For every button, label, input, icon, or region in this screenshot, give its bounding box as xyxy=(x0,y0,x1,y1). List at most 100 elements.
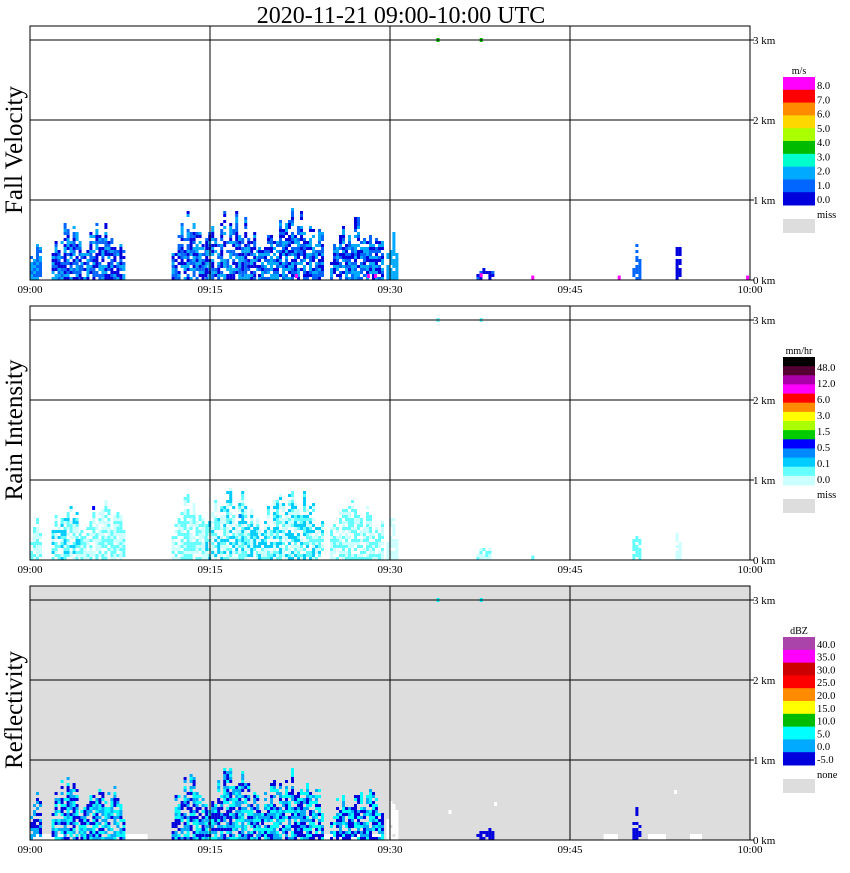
echo-cell xyxy=(211,527,215,530)
echo-cell xyxy=(267,536,270,539)
echo-cell xyxy=(270,542,273,545)
echo-cell xyxy=(217,780,221,783)
echo-cell xyxy=(183,551,187,554)
echo-cell xyxy=(635,265,639,268)
echo-cell xyxy=(72,271,76,274)
echo-cell xyxy=(321,244,324,247)
echo-cell xyxy=(54,819,58,822)
echo-cell xyxy=(256,524,260,527)
echo-cell xyxy=(60,536,64,539)
echo-cell xyxy=(273,515,276,518)
echo-cell xyxy=(336,807,339,810)
echo-cell xyxy=(276,789,279,792)
echo-cell xyxy=(389,813,393,816)
echo-cell xyxy=(276,262,279,265)
echo-cell xyxy=(282,524,285,527)
echo-cell xyxy=(92,241,96,244)
echo-cell xyxy=(75,232,79,235)
echo-cell xyxy=(372,247,375,250)
echo-cell xyxy=(300,792,303,795)
echo-cell xyxy=(180,831,184,834)
echo-cell xyxy=(60,786,64,789)
echo-cell xyxy=(189,268,193,271)
echo-cell xyxy=(205,244,209,247)
echo-cell xyxy=(247,810,251,813)
echo-cell xyxy=(250,551,254,554)
echo-cell xyxy=(223,262,227,265)
echo-cell xyxy=(312,268,315,271)
echo-cell xyxy=(291,795,294,798)
echo-cell xyxy=(183,238,187,241)
echo-cell xyxy=(171,837,175,840)
echo-cell xyxy=(189,786,193,789)
echo-cell xyxy=(101,542,105,545)
echo-cell xyxy=(279,834,282,837)
echo-cell xyxy=(339,518,342,521)
echo-cell xyxy=(309,253,312,256)
echo-cell xyxy=(482,268,486,271)
echo-cell xyxy=(392,813,396,816)
echo-cell xyxy=(315,807,318,810)
echo-cell xyxy=(488,831,492,834)
echo-cell xyxy=(330,548,333,551)
echo-cell xyxy=(256,822,260,825)
echo-cell xyxy=(104,223,108,226)
echo-cell xyxy=(217,262,221,265)
echo-cell xyxy=(294,241,297,244)
echo-cell xyxy=(195,828,199,831)
echo-cell xyxy=(195,825,199,828)
echo-cell xyxy=(381,542,384,545)
echo-cell xyxy=(321,256,324,259)
echo-cell xyxy=(357,524,360,527)
echo-cell xyxy=(348,515,351,518)
echo-cell xyxy=(86,527,90,530)
echo-cell xyxy=(392,819,396,822)
echo-cell xyxy=(205,256,209,259)
echo-cell xyxy=(375,825,378,828)
echo-cell xyxy=(354,256,357,259)
echo-cell xyxy=(116,834,120,837)
echo-cell xyxy=(238,238,242,241)
x-tick-label: 09:00 xyxy=(17,564,43,576)
echo-cell xyxy=(98,262,102,265)
echo-cell xyxy=(30,265,33,268)
echo-cell xyxy=(273,521,276,524)
echo-cell xyxy=(220,828,224,831)
x-tick-label: 09:45 xyxy=(557,844,583,856)
echo-cell xyxy=(276,250,279,253)
colorbar-unit: mm/hr xyxy=(786,346,813,357)
echo-cell xyxy=(235,822,239,825)
echo-cell xyxy=(211,250,215,253)
echo-cell xyxy=(318,268,321,271)
echo-cell xyxy=(632,837,636,840)
echo-cell xyxy=(291,771,294,774)
echo-cell xyxy=(345,250,348,253)
echo-cell xyxy=(250,247,254,250)
echo-cell xyxy=(381,837,384,840)
echo-cell xyxy=(351,247,354,250)
echo-cell xyxy=(63,262,67,265)
echo-cell xyxy=(342,813,345,816)
echo-cell xyxy=(360,247,363,250)
echo-cell xyxy=(171,259,175,262)
echo-cell xyxy=(220,247,224,250)
echo-cell xyxy=(238,274,242,277)
echo-cluster xyxy=(80,500,126,560)
echo-cell xyxy=(223,259,227,262)
echo-cell xyxy=(297,557,300,560)
echo-cell xyxy=(107,509,111,512)
echo-cell xyxy=(395,253,399,256)
echo-cell xyxy=(235,837,239,840)
echo-cell xyxy=(366,539,369,542)
echo-cell xyxy=(491,837,495,840)
echo-cell xyxy=(83,807,87,810)
echo-cell xyxy=(180,229,184,232)
echo-cell xyxy=(189,557,193,560)
echo-cell xyxy=(217,274,221,277)
echo-cell xyxy=(369,545,372,548)
echo-cell xyxy=(342,515,345,518)
echo-cell xyxy=(235,238,239,241)
echo-cell xyxy=(321,247,324,250)
echo-cell xyxy=(294,545,297,548)
echo-cell xyxy=(80,828,84,831)
